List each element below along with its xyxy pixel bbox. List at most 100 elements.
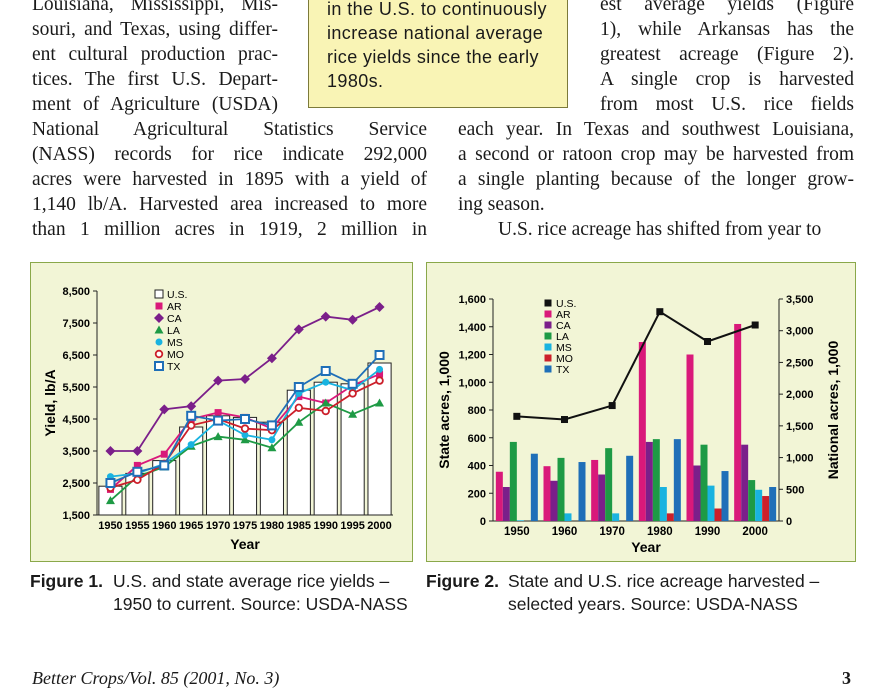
x-tick-label: 1980 <box>260 520 284 532</box>
data-point-tx <box>240 414 250 424</box>
y-right-tick-label: 1,000 <box>786 453 814 465</box>
y-tick-label: 8,500 <box>62 286 90 298</box>
data-point-ca <box>186 401 197 412</box>
us-acreage-point <box>513 412 521 420</box>
data-point-ms <box>187 441 195 449</box>
text-line: ing season. <box>458 194 545 215</box>
legend-label: MO <box>167 349 184 361</box>
acreage-bar-chart: 0 200 400 600 800 1,000 1,200 1,400 1,600 0 500 1,0… <box>436 294 841 555</box>
x-tick-label: 2000 <box>742 526 768 538</box>
data-point-mo <box>133 475 142 484</box>
us-acreage-line <box>516 310 756 421</box>
right-column-full: each year. In Texas and southwest Louisi… <box>458 117 854 242</box>
data-point-tx <box>320 366 331 376</box>
acreage-bar-ar <box>495 471 503 521</box>
journal-footer: Better Crops/Vol. 85 (2001, No. 3) <box>32 668 280 688</box>
yield-line-chart: 1,500 2,500 3,500 4,500 5,500 6,500 7,500 8,500… <box>42 286 393 552</box>
legend-swatch-ca <box>154 313 164 323</box>
data-point-la <box>375 398 385 407</box>
text-line: greatest acreage (Figure 2). <box>600 44 854 65</box>
legend-swatch-ms <box>155 338 163 346</box>
legend-label: LA <box>167 325 180 337</box>
text-line: tices. The first U.S. Depart- <box>32 69 278 90</box>
figure-1-panel: 1,500 2,500 3,500 4,500 5,500 6,500 7,500 8,500… <box>30 262 413 562</box>
acreage-bar-tx <box>721 471 729 521</box>
y-tick-label: 800 <box>468 405 486 417</box>
data-point-ca <box>213 375 224 386</box>
y-tick-label: 200 <box>468 488 486 500</box>
caption-label: Figure 1. <box>30 571 103 591</box>
acreage-bar-la <box>557 457 565 521</box>
pull-quote-line: rice yields since the early <box>327 47 539 67</box>
data-point-tx <box>347 378 358 389</box>
data-point-mo <box>375 376 384 385</box>
acreage-bar-la <box>509 441 517 521</box>
data-point-mo <box>294 403 304 412</box>
legend-swatch-us <box>154 289 164 299</box>
caption-text: 1950 to current. Source: USDA-NASS <box>113 594 408 614</box>
acreage-bar-tx <box>769 487 777 521</box>
data-point-ca <box>266 353 277 364</box>
text-line: ent cultural production prac- <box>32 44 278 65</box>
data-point-ca <box>320 311 331 322</box>
acreage-bar-ms <box>659 487 667 521</box>
acreage-bar-ca <box>502 487 510 521</box>
x-tick-label: 1995 <box>340 520 364 532</box>
data-point-ar <box>133 461 141 469</box>
y-tick-label: 1,400 <box>458 322 486 334</box>
paragraph-start: U.S. rice acreage has shifted from year … <box>498 219 822 240</box>
text-line: than 1 million acres in 1919, 2 million … <box>32 219 427 240</box>
data-point-ms <box>241 431 249 439</box>
data-point-mo <box>186 421 196 430</box>
text-line: a second or ratoon crop may be harvested… <box>458 144 854 165</box>
x-tick-label: 1970 <box>206 520 230 532</box>
x-axis-label: Year <box>230 536 260 552</box>
y-tick-label: 1,500 <box>62 510 90 522</box>
right-column-top: est average yields (Figure 1), while Ark… <box>600 0 854 117</box>
acreage-bar-mo <box>666 513 674 521</box>
data-point-mo <box>348 389 357 398</box>
acreage-bar-ms <box>755 489 763 521</box>
x-tick-label: 1970 <box>599 526 625 538</box>
caption-text: State and U.S. rice acreage harvested – <box>508 571 820 591</box>
legend-label: CA <box>556 320 571 332</box>
us-acreage-point <box>608 402 616 410</box>
data-point-ar <box>214 409 222 417</box>
figure-2-panel: 0 200 400 600 800 1,000 1,200 1,400 1,600 0 500 1,0… <box>426 262 856 562</box>
data-point-ca <box>293 324 304 335</box>
acreage-bar-tx <box>673 439 681 521</box>
y-tick-label: 3,500 <box>62 446 90 458</box>
data-point-la <box>240 435 250 444</box>
data-point-mo <box>321 406 330 416</box>
data-point-mo <box>240 424 250 433</box>
legend-label: AR <box>167 301 182 313</box>
acreage-bar-tx <box>530 453 538 521</box>
acreage-bar-ca <box>693 465 701 521</box>
pull-quote-line: in the U.S. to continuously <box>327 0 547 19</box>
data-point-tx <box>159 460 170 471</box>
y-tick-label: 1,200 <box>458 350 486 362</box>
data-point-la <box>294 417 304 426</box>
y-right-tick-label: 1,500 <box>786 421 814 433</box>
x-tick-label: 1985 <box>287 520 311 532</box>
y-axis-label: Yield, lb/A <box>42 369 58 436</box>
legend-label: MS <box>556 342 572 354</box>
pull-quote-box: in the U.S. to continuously increase nat… <box>308 0 568 108</box>
caption-text: U.S. and state average rice yields – <box>113 571 390 591</box>
y-tick-label: 6,500 <box>62 350 90 362</box>
data-point-ca <box>374 302 385 312</box>
acreage-bar-la <box>700 444 708 521</box>
x-tick-label: 1955 <box>125 520 149 532</box>
x-tick-label: 2000 <box>367 520 391 532</box>
y-right-tick-label: 500 <box>786 484 804 496</box>
acreage-bar-ar <box>591 459 599 521</box>
us-yield-bar <box>179 426 204 516</box>
y-right-tick-label: 2,000 <box>786 389 814 401</box>
legend-swatch-ar <box>155 302 163 310</box>
y-axis-label: State acres, 1,000 <box>436 351 452 469</box>
data-point-ms <box>376 365 384 373</box>
text-line: National Agricultural Statistics Service <box>32 119 427 140</box>
legend-label: U.S. <box>167 289 187 301</box>
acreage-bar-mo <box>762 496 770 521</box>
data-point-la <box>213 432 223 441</box>
